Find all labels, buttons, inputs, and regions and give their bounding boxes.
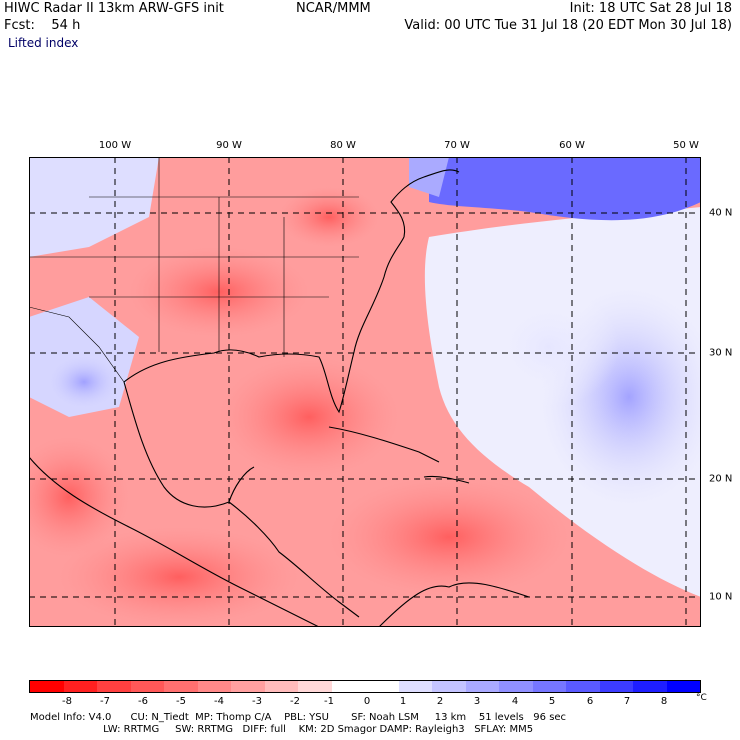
colorbar-tick: 7	[623, 696, 631, 707]
colorbar-segment	[666, 681, 700, 692]
map-frame	[29, 157, 701, 627]
south-america-coast	[378, 582, 530, 627]
northeast-blue-band	[429, 157, 701, 221]
lon-label: 100 W	[98, 140, 132, 151]
west-blue-patch	[44, 352, 124, 412]
colorbar-tick: -3	[252, 696, 262, 707]
init-time: Init: 18 UTC Sat 28 Jul 18	[569, 1, 732, 16]
colorbar-tick: -4	[214, 696, 224, 707]
atlantic-blue-patch	[479, 287, 619, 407]
colorbar-segment	[30, 681, 64, 692]
colorbar-tick: -2	[290, 696, 300, 707]
colorbar-tick: -7	[100, 696, 110, 707]
forecast-hour: Fcst: 54 h	[4, 18, 81, 33]
colorbar-segment	[298, 681, 332, 692]
org-label: NCAR/MMM	[296, 1, 371, 16]
colorbar-segment	[633, 681, 667, 692]
colorbar-segment	[566, 681, 600, 692]
colorbar-segment	[264, 681, 298, 692]
colorbar-tick: 0	[363, 696, 371, 707]
colorbar-tick: 5	[548, 696, 556, 707]
colorbar-segment	[231, 681, 265, 692]
mexico-coast	[123, 381, 255, 508]
colorbar-tick: 2	[436, 696, 444, 707]
colorbar-segment	[532, 681, 566, 692]
colorbar-segment	[130, 681, 164, 692]
colorbar-tick: -5	[176, 696, 186, 707]
colorbar-tick: 1	[399, 696, 407, 707]
colorbar-segment	[398, 681, 432, 692]
lifted-index-map	[29, 157, 701, 627]
mexico-pacific-coast	[29, 456, 320, 627]
colorbar-segment	[432, 681, 466, 692]
colorbar-unit: °C	[696, 693, 707, 703]
northeast-blue-band	[409, 157, 449, 197]
colorbar-segment	[63, 681, 97, 692]
instability-core	[29, 437, 129, 557]
model-physics-line: LW: RRTMG SW: RRTMG DIFF: full KM: 2D Sm…	[30, 724, 534, 735]
colorbar-segment	[365, 681, 399, 692]
model-info-line: Model Info: V4.0 CU: N_Tiedt MP: Thomp C…	[30, 712, 567, 723]
colorbar-segment	[465, 681, 499, 692]
instability-core	[279, 187, 379, 247]
lat-label: 20 N	[709, 473, 733, 485]
colorbar-tick: 6	[586, 696, 594, 707]
colorbar-segment	[331, 681, 365, 692]
colorbar-segment	[599, 681, 633, 692]
us-gulf-coast	[123, 236, 405, 414]
lon-label: 50 W	[673, 140, 699, 151]
instability-core	[329, 477, 569, 597]
lon-label: 70 W	[444, 140, 470, 151]
colorbar	[29, 680, 701, 693]
colorbar-tick: 8	[660, 696, 668, 707]
colorbar-tick: -1	[324, 696, 334, 707]
colorbar-segment	[499, 681, 533, 692]
lon-label: 90 W	[216, 140, 242, 151]
lat-label: 30 N	[709, 347, 733, 359]
model-title: HIWC Radar II 13km ARW-GFS init	[4, 1, 224, 16]
colorbar-segment	[97, 681, 131, 692]
field-name: Lifted index	[8, 36, 79, 50]
valid-time: Valid: 00 UTC Tue 31 Jul 18 (20 EDT Mon …	[404, 18, 732, 33]
colorbar-tick: -6	[138, 696, 148, 707]
colorbar-tick: 4	[511, 696, 519, 707]
lat-label: 40 N	[709, 207, 733, 219]
colorbar-tick: 3	[473, 696, 481, 707]
lat-label: 10 N	[709, 591, 733, 603]
hispaniola-outline	[423, 475, 470, 484]
lon-label: 60 W	[559, 140, 585, 151]
us-mexico-border	[29, 306, 125, 383]
northwest-stable-region	[29, 157, 159, 257]
central-america-coast	[228, 501, 360, 618]
cuba-outline	[328, 426, 440, 463]
lon-label: 80 W	[330, 140, 356, 151]
us-east-coast	[390, 169, 460, 238]
colorbar-tick: -8	[62, 696, 72, 707]
instability-core	[59, 527, 299, 627]
colorbar-segment	[164, 681, 198, 692]
instability-core	[219, 357, 399, 477]
colorbar-segment	[197, 681, 231, 692]
